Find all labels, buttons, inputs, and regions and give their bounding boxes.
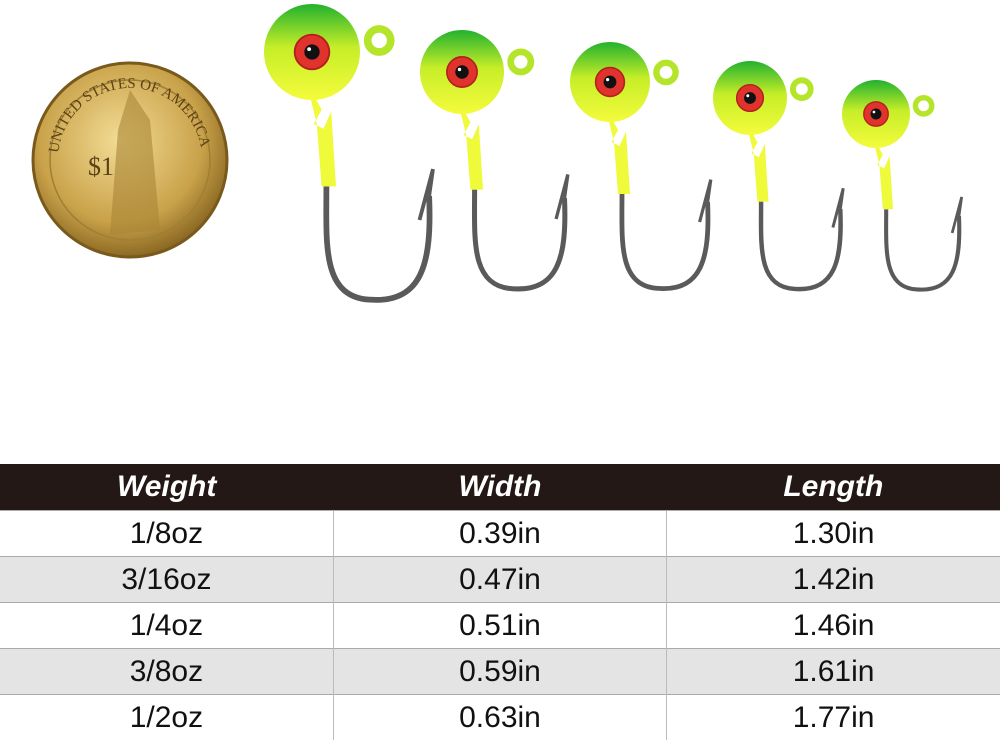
jig-head <box>713 61 843 289</box>
product-photo: UNITED STATES OF AMERICA $1 <box>31 0 1000 460</box>
table-cell: 1/2oz <box>0 694 334 740</box>
table-cell: 3/8oz <box>0 648 334 695</box>
column-header: Weight <box>0 464 334 511</box>
column-header: Width <box>333 464 667 511</box>
table-row: 1/8oz 0.39in 1.30in <box>0 510 1000 557</box>
table-cell: 0.59in <box>332 648 667 695</box>
table-cell: 1.30in <box>666 510 1000 557</box>
jig-head <box>420 30 568 289</box>
jig-head <box>264 4 433 300</box>
table-cell: 1/4oz <box>0 602 334 649</box>
table-row: 3/8oz 0.59in 1.61in <box>0 648 1000 695</box>
table-row: 3/16oz 0.47in 1.42in <box>0 556 1000 603</box>
table-cell: 1.61in <box>666 648 1000 695</box>
table-cell: 0.63in <box>332 694 667 740</box>
table-cell: 1.42in <box>666 556 1000 603</box>
table-row: 1/2oz 0.63in 1.77in <box>0 694 1000 740</box>
table-cell: 1.46in <box>666 602 1000 649</box>
jig-head <box>570 42 711 289</box>
table-cell: 0.39in <box>332 510 667 557</box>
table-cell: 1/8oz <box>0 510 334 557</box>
coin: UNITED STATES OF AMERICA $1 <box>31 61 229 259</box>
table-cell: 1.77in <box>666 694 1000 740</box>
coin-denomination: $1 <box>88 152 114 181</box>
table-body: 1/8oz 0.39in 1.30in 3/16oz 0.47in 1.42in 1/4oz… <box>0 510 1000 740</box>
column-header: Length <box>666 464 1000 511</box>
table-cell: 0.51in <box>332 602 667 649</box>
header-row: Weight Width Length <box>0 464 1000 511</box>
table-row: 1/4oz 0.51in 1.46in <box>0 602 1000 649</box>
size-table: Weight Width Length 1/8oz 0.39in 1.30in 3/16o… <box>0 464 1000 740</box>
table-cell: 3/16oz <box>0 556 334 603</box>
jig-head <box>842 80 962 290</box>
table-cell: 0.47in <box>332 556 667 603</box>
